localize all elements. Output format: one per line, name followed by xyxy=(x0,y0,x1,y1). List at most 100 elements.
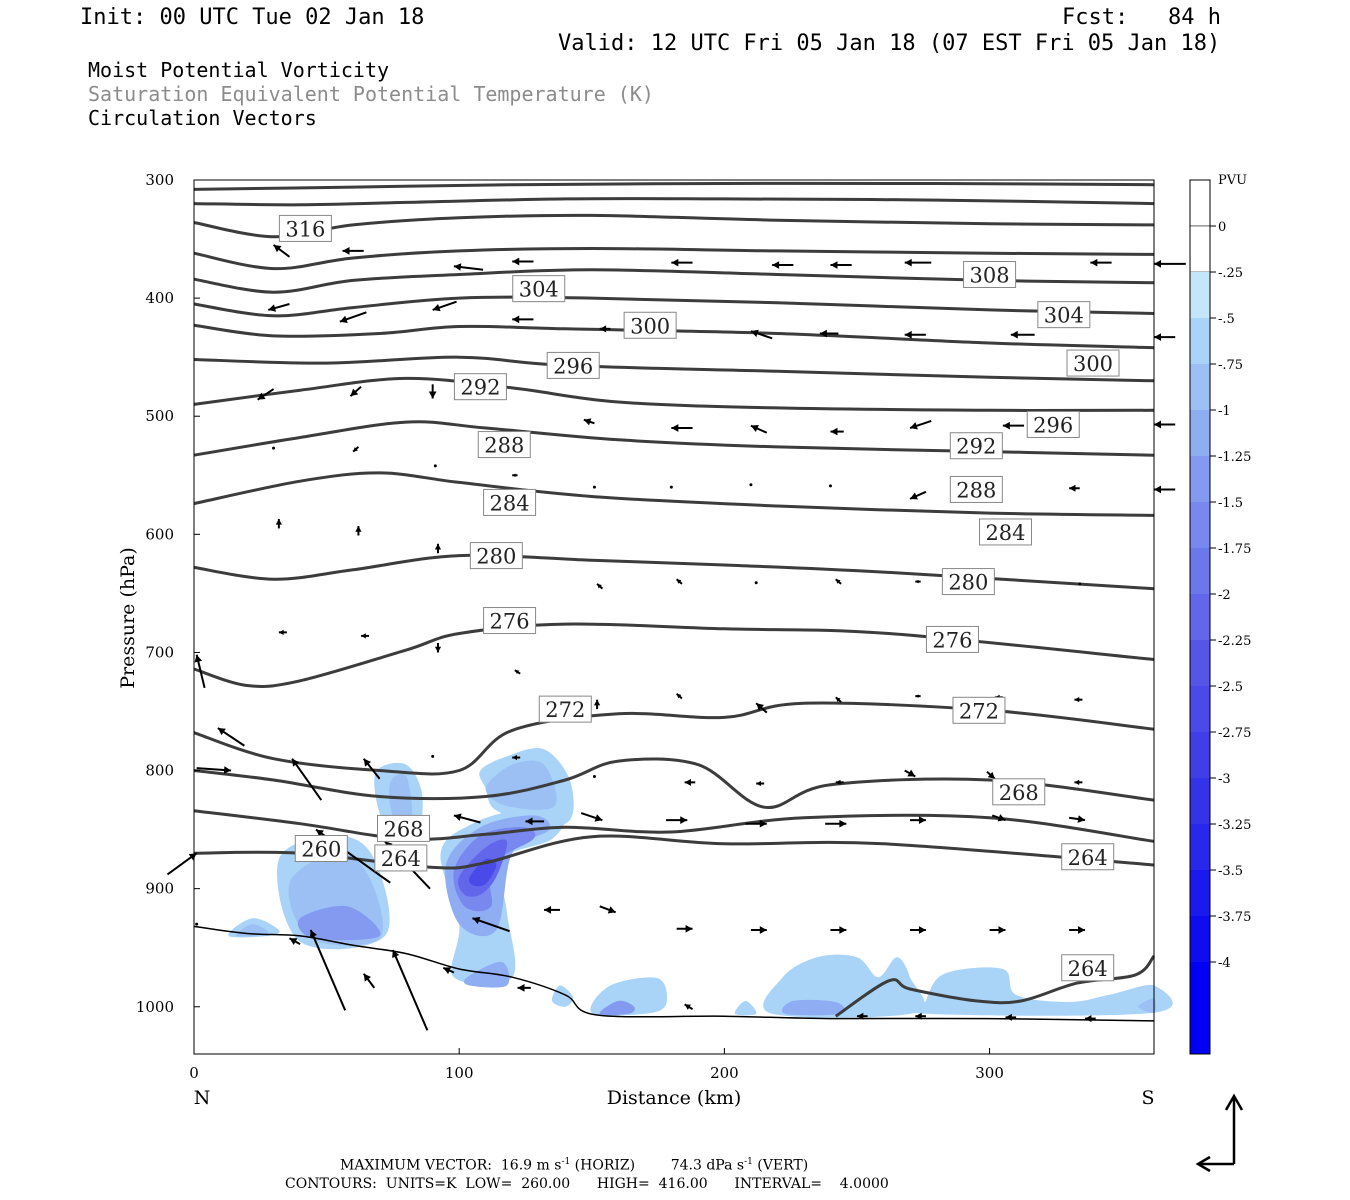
vector-head xyxy=(759,926,767,934)
init-time: Init: 00 UTC Tue 02 Jan 18 xyxy=(80,5,425,30)
vector-head xyxy=(987,771,995,779)
contour-labels: 316 304 300 308 304 296 300 292 296 288 292 288 284 2… xyxy=(278,214,1120,982)
contour-label: 288 xyxy=(949,475,1003,503)
circulation-vector xyxy=(671,258,693,267)
contour-label-box xyxy=(377,814,431,842)
vector-head xyxy=(676,579,682,584)
y-tick-label: 1000 xyxy=(136,998,174,1016)
circulation-vector xyxy=(915,694,921,698)
vector-head xyxy=(676,693,682,699)
x-tick-label: 200 xyxy=(710,1064,739,1082)
vector-head xyxy=(432,303,441,312)
circulation-vector xyxy=(352,446,360,453)
vector-head xyxy=(597,583,602,589)
vector-head xyxy=(839,819,847,828)
pv-region xyxy=(297,905,381,941)
colorbar-swatch xyxy=(1190,962,1210,1008)
pv-colorbar: PVU 0 -.25 -.5 -.75 -1 -1.25 -1.5 -1.75 -2 -2.25 -2… xyxy=(1189,173,1251,1055)
circulation-vector xyxy=(830,427,844,436)
circulation-vector xyxy=(909,419,932,430)
vector-head xyxy=(363,758,372,767)
pv-region xyxy=(468,858,497,887)
circulation-vector xyxy=(428,384,437,399)
vector-head xyxy=(910,492,918,500)
colorbar-label: -4 xyxy=(1218,956,1231,971)
contour-label-box xyxy=(477,431,531,459)
circulation-vector xyxy=(194,654,206,689)
circulation-vector xyxy=(835,779,844,785)
contour-label-box xyxy=(483,607,537,635)
vector-head xyxy=(599,325,607,333)
circulation-vector xyxy=(309,929,347,1011)
vector-head xyxy=(998,926,1006,934)
y-tick-label: 600 xyxy=(145,525,174,543)
circulation-vector xyxy=(362,758,381,780)
circulation-vector xyxy=(915,579,921,584)
circulation-vector xyxy=(1154,420,1176,429)
contour-label-text: 268 xyxy=(999,781,1039,805)
circulation-vector xyxy=(1090,258,1112,267)
contour-label-text: 264 xyxy=(1068,957,1108,981)
contour-label-text: 268 xyxy=(383,817,423,841)
contour-label-text: 300 xyxy=(630,314,670,338)
circulation-vector xyxy=(196,766,232,774)
colorbar-swatch xyxy=(1190,548,1210,594)
circulation-vector xyxy=(986,770,996,780)
circulation-vector xyxy=(1154,485,1176,494)
circulation-vector xyxy=(830,926,847,934)
vector-head xyxy=(453,263,462,271)
circulation-vector xyxy=(166,852,198,876)
vector-head xyxy=(453,813,462,821)
circulation-vector xyxy=(835,696,842,703)
vector-head xyxy=(1090,258,1098,267)
circulation-vector xyxy=(472,916,510,933)
circulation-vector xyxy=(676,924,693,933)
pv-region xyxy=(551,985,574,1007)
contour-line xyxy=(193,355,1155,383)
vector-head xyxy=(350,388,359,397)
vector-head xyxy=(684,778,691,786)
colorbar-label: 0 xyxy=(1218,220,1226,235)
vector-head xyxy=(830,261,838,269)
vector-head xyxy=(918,926,926,934)
circulation-vector xyxy=(596,583,604,590)
colorbar-swatch xyxy=(1190,640,1210,686)
contour-label-text: 296 xyxy=(1033,413,1073,437)
circulation-vector xyxy=(349,385,362,397)
circulation-vector xyxy=(910,816,926,824)
contour-label: 308 xyxy=(963,260,1017,288)
vector-head xyxy=(1085,1015,1092,1023)
vector-head xyxy=(607,906,616,914)
vector-head xyxy=(915,1012,922,1020)
title-vectors: Circulation Vectors xyxy=(88,106,317,130)
colorbar-swatch xyxy=(1190,732,1210,778)
contour-label-text: 296 xyxy=(553,354,593,378)
vector-head xyxy=(671,258,679,267)
circulation-vector xyxy=(433,464,437,468)
circulation-vector xyxy=(1010,330,1035,339)
circulation-vector xyxy=(432,300,457,312)
vector-head xyxy=(772,261,780,269)
contour-label-text: 276 xyxy=(932,628,972,652)
x-tick-label: 0 xyxy=(189,1064,199,1082)
colorbar-swatch xyxy=(1190,318,1210,364)
circulation-vector xyxy=(431,754,435,758)
pv-region xyxy=(599,1000,635,1016)
contour-label-text: 260 xyxy=(301,837,341,861)
colorbar-label: -3.5 xyxy=(1218,864,1243,879)
circulation-vector xyxy=(675,578,683,585)
circulation-vector xyxy=(1154,260,1186,268)
circulation-vector xyxy=(755,702,768,714)
contour-label-text: 288 xyxy=(484,434,524,458)
contour-label-text: 300 xyxy=(1073,352,1113,376)
circulation-vector xyxy=(1005,1013,1017,1021)
max-vector-line: MAXIMUM VECTOR: 16.9 m s-1 (HORIZ) 74.3 … xyxy=(340,1157,809,1174)
contour-label-box xyxy=(992,778,1046,806)
circulation-vector xyxy=(512,257,534,266)
contour-label-box xyxy=(453,373,507,401)
circulation-vector xyxy=(989,926,1006,934)
circulation-vector xyxy=(342,247,364,255)
contour-label-box xyxy=(483,488,537,516)
contour-line xyxy=(193,247,1155,271)
contour-label: 296 xyxy=(546,351,600,379)
